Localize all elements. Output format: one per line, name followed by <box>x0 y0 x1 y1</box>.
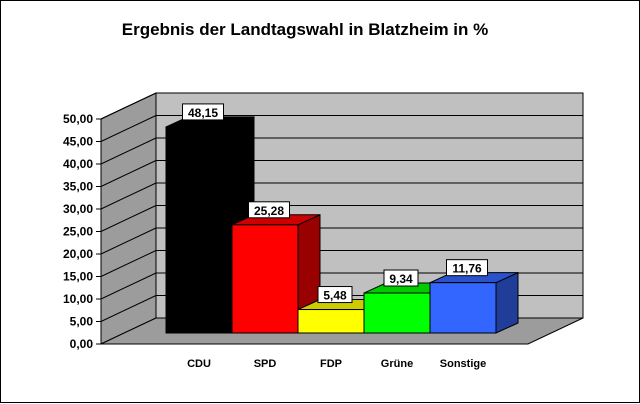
gridline-side <box>100 250 157 277</box>
y-tick-label: 0,00 <box>70 337 94 351</box>
y-tick-label: 50,00 <box>63 112 93 126</box>
bar-spd <box>231 214 321 334</box>
data-label-text: 5,48 <box>323 289 347 303</box>
y-tick-label: 35,00 <box>63 180 93 194</box>
chart-title: Ergebnis der Landtagswahl in Blatzheim i… <box>122 20 489 39</box>
category-label: Sonstige <box>440 358 486 370</box>
bar-sonstige <box>429 271 519 334</box>
data-label: 5,48 <box>317 286 353 304</box>
gridline-side <box>100 137 157 165</box>
y-tick-label: 40,00 <box>63 157 93 171</box>
y-axis: 0,00 5,00 10,00 15,00 20,00 25,00 30,00 35,00 40… <box>63 112 102 351</box>
bar-front <box>429 282 497 334</box>
category-label: CDU <box>187 358 211 370</box>
gridline-side <box>100 205 157 232</box>
y-tick-label: 5,00 <box>70 315 94 329</box>
y-tick-label: 30,00 <box>63 202 93 216</box>
category-label: FDP <box>320 358 342 370</box>
gridline-side <box>100 295 157 322</box>
data-label-text: 9,34 <box>389 272 413 286</box>
gridline-side <box>100 115 157 142</box>
bar-front <box>297 309 365 334</box>
data-label-box <box>182 103 224 121</box>
gridline-side <box>100 182 157 210</box>
gridline-side <box>100 272 157 300</box>
data-label: 25,28 <box>248 201 290 219</box>
data-label-box <box>446 259 488 277</box>
y-tick-label: 15,00 <box>63 270 93 284</box>
gridline-side <box>100 227 157 255</box>
data-label: 48,15 <box>182 103 224 121</box>
bar-side <box>495 271 519 334</box>
data-labels: 48,15 25,28 5,48 9,34 11,76 <box>182 103 488 304</box>
data-label: 9,34 <box>383 269 419 287</box>
category-label: SPD <box>254 358 277 370</box>
category-label: Grüne <box>381 358 413 370</box>
bar-front <box>363 292 431 334</box>
y-tick-label: 25,00 <box>63 225 93 239</box>
gridline-side <box>100 160 157 187</box>
gridline-side <box>100 92 157 120</box>
data-label-text: 25,28 <box>254 204 284 218</box>
y-tick-label: 45,00 <box>63 135 93 149</box>
bar-front <box>165 126 233 334</box>
bar-front <box>231 224 299 334</box>
data-label-text: 11,76 <box>452 262 482 276</box>
data-label: 11,76 <box>446 259 488 277</box>
data-label-box <box>383 269 419 287</box>
x-axis-labels: CDU SPD FDP Grüne Sonstige <box>187 358 486 370</box>
y-tick-label: 20,00 <box>63 247 93 261</box>
y-tick-label: 10,00 <box>63 292 93 306</box>
data-label-text: 48,15 <box>188 106 218 120</box>
data-label-box <box>317 286 353 304</box>
data-label-box <box>248 201 290 219</box>
